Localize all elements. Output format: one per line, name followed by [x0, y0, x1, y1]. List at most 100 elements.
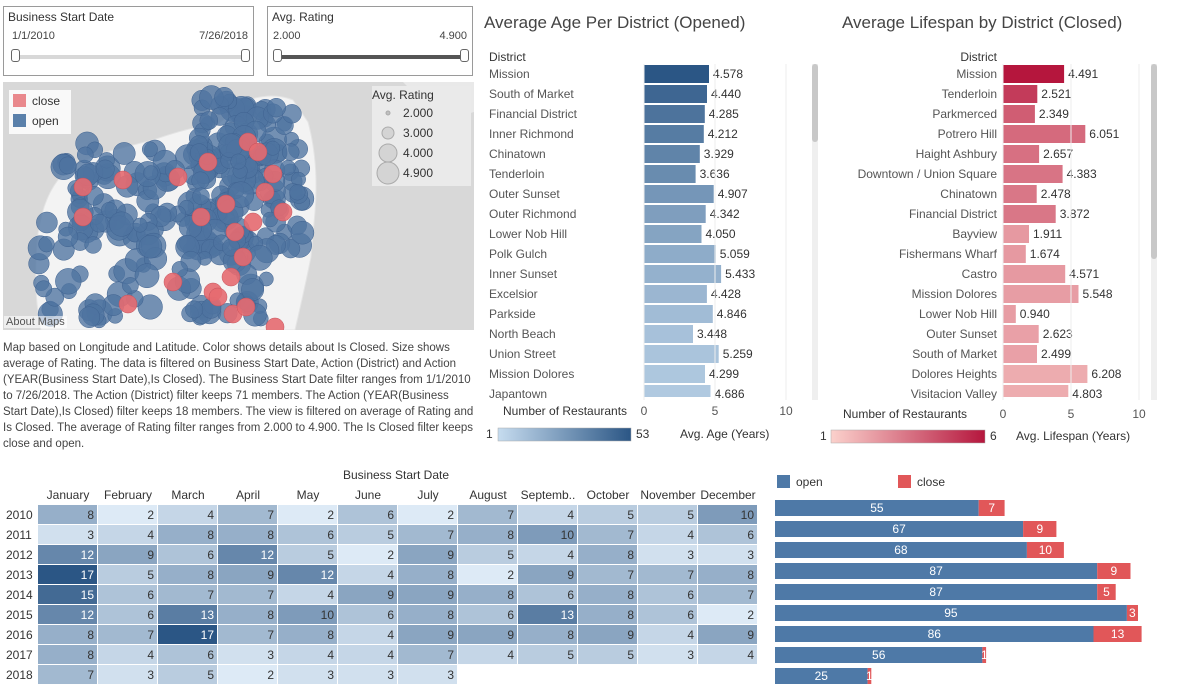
- map-point-open: [38, 236, 55, 253]
- heatmap-cell-value: 9: [567, 568, 574, 582]
- lifespan-district-header: District: [960, 50, 997, 64]
- age-district-label: North Beach: [489, 327, 556, 341]
- map-color-legend: close open: [9, 90, 71, 134]
- heatmap-cell: [518, 545, 577, 564]
- heatmap-cell: [578, 505, 637, 524]
- heatmap-cell-value: 8: [507, 528, 514, 542]
- lifespan-bar-value: 5.548: [1083, 287, 1113, 301]
- heatmap-cell-value: 4: [747, 648, 754, 662]
- heatmap-cell: [38, 545, 97, 564]
- heatmap-cell-value: 2: [147, 508, 154, 522]
- map-point-close: [221, 267, 241, 287]
- heatmap-cell-value: 5: [207, 668, 214, 682]
- age-bar-value: 5.433: [725, 267, 755, 281]
- lifespan-x-tick: 5: [1068, 407, 1075, 421]
- heatmap-cell: [278, 625, 337, 644]
- map-point-open: [95, 159, 115, 179]
- heatmap-cell: [158, 565, 217, 584]
- heatmap-cell-value: 8: [627, 588, 634, 602]
- map-point-open: [35, 280, 53, 298]
- map-canvas[interactable]: [3, 82, 474, 330]
- heatmap-cell-value: 8: [627, 608, 634, 622]
- map-point-open: [36, 211, 58, 234]
- age-bar: [644, 325, 693, 343]
- heatmap-cell-value: 17: [81, 568, 95, 582]
- heatmap-cell-value: 2: [447, 508, 454, 522]
- heatmap-month-label: January: [47, 488, 90, 502]
- map-point-open: [289, 184, 306, 201]
- heatmap-cell: [638, 525, 697, 544]
- map-point-open: [137, 294, 163, 320]
- heatmap-cell-value: 15: [81, 588, 95, 602]
- rating-slider-max-handle[interactable]: [460, 49, 469, 62]
- heatmap-year-label: 2011: [6, 528, 32, 542]
- stacked-bar-open: [775, 647, 983, 663]
- map-point-open: [281, 143, 300, 161]
- heatmap-month-label: November: [640, 488, 695, 502]
- lifespan-color-legend-max: 6: [990, 429, 997, 443]
- heatmap-cell-value: 7: [147, 628, 154, 642]
- heatmap-cell-value: 13: [201, 608, 215, 622]
- heatmap-cell-value: 3: [87, 528, 94, 542]
- rating-slider-track[interactable]: [278, 55, 466, 59]
- heatmap-cell: [158, 525, 217, 544]
- heatmap-cell: [278, 645, 337, 664]
- lifespan-district-label: Bayview: [952, 227, 997, 241]
- legend-open[interactable]: open: [13, 114, 59, 128]
- map-point-open: [76, 146, 94, 164]
- heatmap-cell-value: 4: [327, 648, 334, 662]
- heatmap-cell: [158, 625, 217, 644]
- age-bar: [644, 205, 706, 223]
- lifespan-chart-scroll-thumb[interactable]: [1151, 64, 1157, 259]
- heatmap-cell: [218, 625, 277, 644]
- heatmap-cell: [698, 625, 757, 644]
- start-date-slider-min-handle[interactable]: [11, 49, 20, 62]
- rating-slider-min-handle[interactable]: [273, 49, 282, 62]
- restaurant-map[interactable]: close open Avg. Rating 2.000 3.000 4.000…: [3, 82, 474, 330]
- age-x-tick: 10: [779, 404, 793, 418]
- heatmap-cell-value: 4: [387, 568, 394, 582]
- age-district-label: Union Street: [489, 347, 556, 361]
- heatmap-cell: [458, 645, 517, 664]
- stacked-bar-close-label: 5: [1103, 585, 1110, 599]
- age-chart-scrollbar[interactable]: [812, 64, 818, 400]
- start-date-slider-max-handle[interactable]: [241, 49, 250, 62]
- heatmap-cell: [518, 625, 577, 644]
- age-bar: [644, 65, 709, 83]
- lifespan-bar: [1003, 325, 1039, 343]
- stacked-bar-close: [1097, 563, 1131, 579]
- age-district-label: Mission: [489, 67, 530, 81]
- map-point-open: [143, 165, 159, 181]
- stacked-bar-close: [1093, 626, 1142, 642]
- heatmap-cell-value: 3: [147, 668, 154, 682]
- heatmap-cell: [98, 525, 157, 544]
- heatmap-cell: [518, 525, 577, 544]
- lifespan-bar: [1003, 285, 1079, 303]
- heatmap-cell: [518, 645, 577, 664]
- lifespan-district-label: Mission: [956, 67, 997, 81]
- heatmap-cell: [398, 645, 457, 664]
- about-maps-link[interactable]: About Maps: [4, 316, 67, 328]
- lifespan-district-label: South of Market: [912, 347, 997, 361]
- heatmap-cell-value: 7: [747, 588, 754, 602]
- age-chart-scroll-thumb[interactable]: [812, 64, 818, 142]
- age-district-label: Outer Sunset: [489, 187, 560, 201]
- age-bar: [644, 365, 705, 383]
- age-district-label: Tenderloin: [489, 167, 544, 181]
- legend-close[interactable]: close: [13, 94, 60, 108]
- age-bar-value: 5.059: [720, 247, 750, 261]
- lifespan-bar-value: 1.911: [1033, 227, 1062, 241]
- heatmap-cell-value: 12: [81, 548, 95, 562]
- stacked-bar-close-label: 3: [1129, 606, 1136, 620]
- map-point-open: [241, 278, 265, 302]
- lifespan-bar: [1003, 145, 1040, 163]
- heatmap-cell-value: 6: [207, 548, 214, 562]
- age-bar-value: 4.212: [708, 127, 738, 141]
- stacked-bar-open: [775, 626, 1094, 642]
- start-date-slider-track[interactable]: [16, 55, 248, 59]
- map-size-legend: Avg. Rating 2.000 3.000 4.000 4.900: [372, 86, 471, 186]
- map-point-close: [216, 194, 236, 214]
- heatmap-year-label: 2015: [6, 608, 33, 622]
- heatmap-cell: [698, 585, 757, 604]
- heatmap-cell-value: 9: [507, 628, 514, 642]
